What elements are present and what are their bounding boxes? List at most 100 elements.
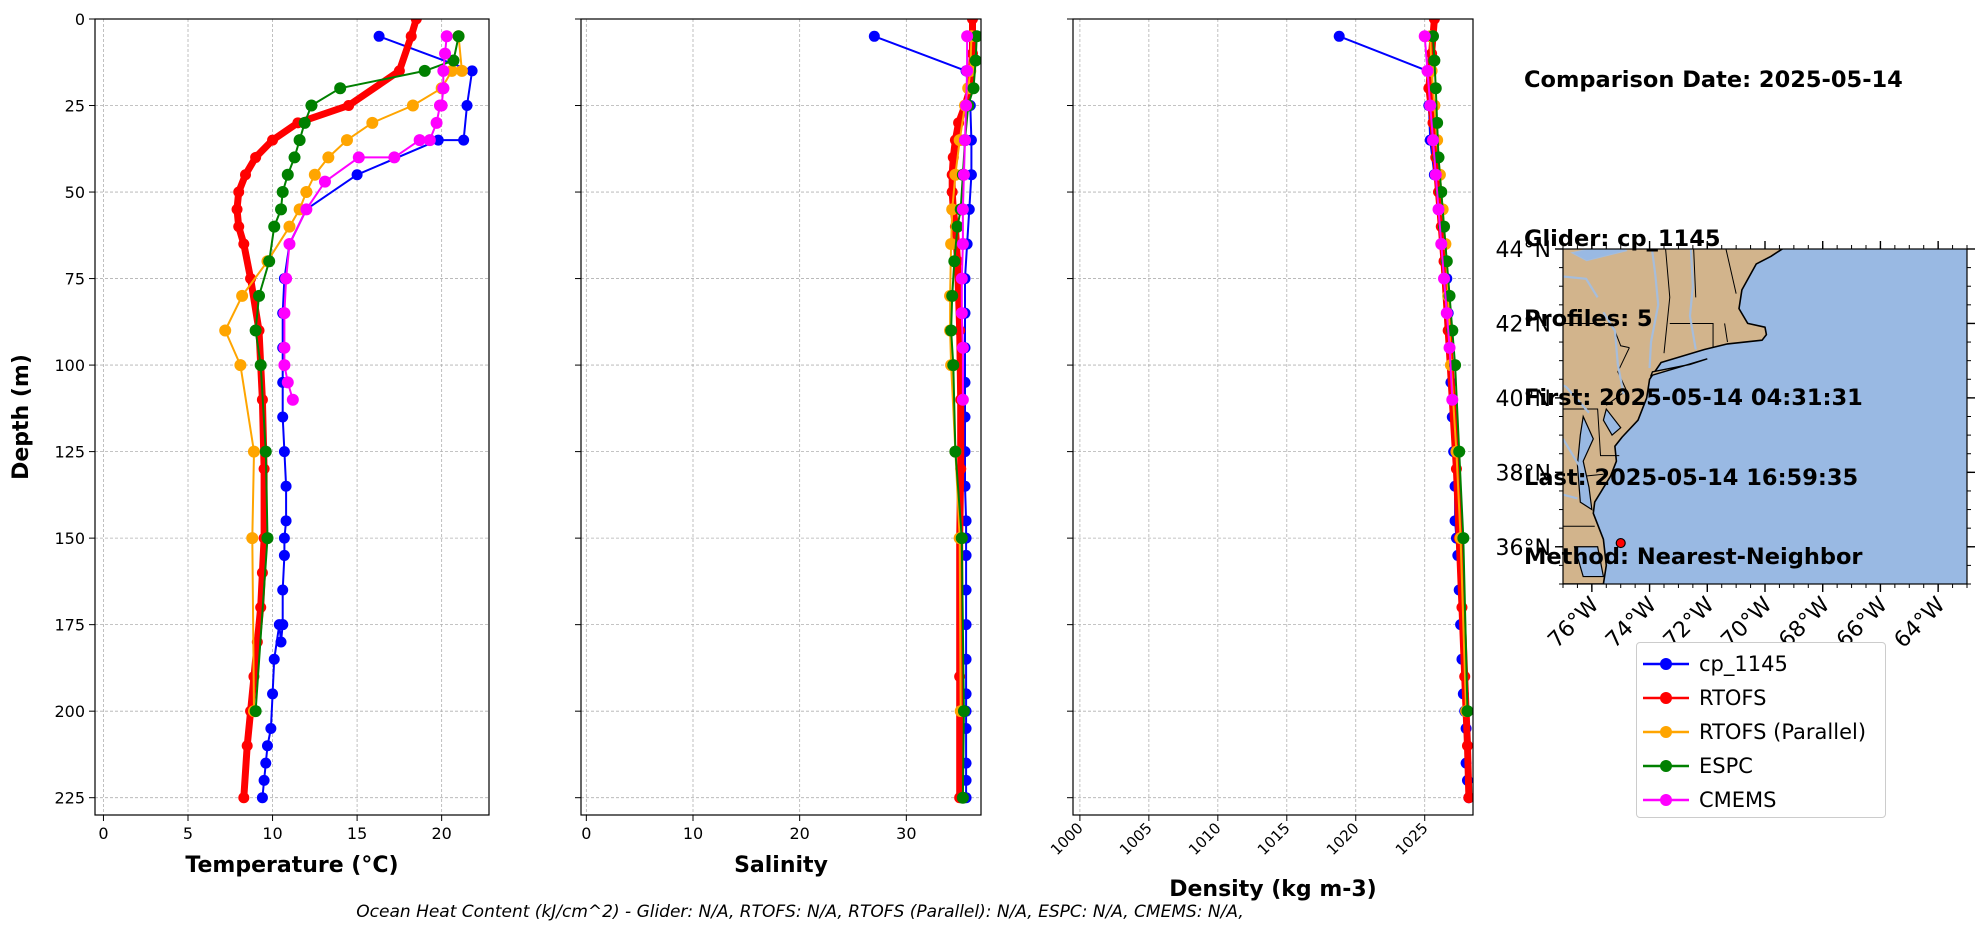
data-point-cp-1145 [280,515,292,527]
legend-item-cp-1145: cp_1145 [1637,647,1788,681]
data-point-rtofs [233,221,245,233]
data-point-rtofs [343,100,355,112]
data-point-cp-1145 [278,532,290,544]
data-point-espc [249,705,262,718]
data-point-cmems [956,203,969,216]
data-point-rtofs-parallel [219,324,232,337]
legend-swatch-icon [1643,760,1689,772]
data-point-cmems [1446,393,1459,406]
data-point-cp-1145 [373,30,385,42]
data-point-espc [1431,116,1444,129]
data-point-espc [298,116,311,129]
lake-ontario [1570,249,1628,262]
x-axis-label: Salinity [734,853,828,878]
legend-label: RTOFS [1699,686,1767,710]
map-lat-label: 38°N [1496,461,1551,486]
pamlico-sound [1573,546,1605,578]
data-point-espc [969,54,981,67]
data-point-cmems [300,203,313,216]
data-point-cmems [959,134,971,147]
legend-item-rtofs-parallel: RTOFS (Parallel) [1637,715,1866,749]
river-line [1602,311,1625,395]
state-border [1725,249,1737,294]
data-point-espc [1428,54,1441,67]
x-tick-label: 0 [581,824,591,843]
data-point-cmems [1418,30,1431,43]
data-point-espc [951,220,964,233]
y-tick-label: 125 [54,443,85,462]
data-point-cmems [286,393,299,406]
x-tick-label: 10 [262,824,282,843]
data-point-espc [949,445,962,458]
data-point-espc [293,134,306,147]
data-point-rtofs-parallel [308,168,321,181]
data-point-cmems [440,30,453,43]
legend-swatch-icon [1643,692,1689,704]
data-point-espc [452,30,465,43]
info-line-date: Comparison Date: 2025-05-14 [1524,67,1903,93]
x-tick-label: 5 [183,824,193,843]
data-point-cmems [278,341,291,354]
map-lon-label: 76°W [1543,592,1604,653]
x-tick-label: 10 [683,824,703,843]
y-tick-label: 0 [75,10,85,29]
data-point-cmems [956,393,969,406]
data-point-cmems [437,64,450,77]
river-line [1688,249,1697,350]
data-point-rtofs-parallel [236,289,249,302]
data-point-cmems [283,237,296,250]
y-tick-label: 50 [65,183,85,202]
data-point-rtofs [241,740,253,752]
river-line [1563,275,1599,298]
data-point-cp-1145 [267,688,279,700]
x-tick-label: 1010 [1185,819,1225,859]
data-point-cmems [961,64,974,77]
data-point-rtofs [231,203,243,215]
state-border [1663,249,1671,354]
data-point-cp-1145 [277,584,289,596]
data-point-espc [254,359,267,372]
data-point-rtofs [966,19,978,25]
data-point-espc [1429,82,1442,95]
density-panel: 1000 1005 1010 1015 1020 1025 Density (kg m-3) [1047,18,1474,902]
data-point-cmems [423,134,436,147]
x-tick-label: 20 [431,824,451,843]
data-point-cmems [957,168,970,181]
map-lat-label: 36°N [1496,536,1551,561]
data-point-espc [261,532,274,545]
data-point-cmems [352,151,365,164]
data-point-rtofs [233,186,245,198]
data-point-rtofs-parallel [300,186,313,199]
data-point-cmems [1427,134,1439,147]
data-point-rtofs-parallel [455,64,468,77]
data-point-cmems [1424,99,1437,112]
data-point-rtofs [947,151,959,163]
data-point-cmems [433,99,446,112]
data-point-rtofs-parallel [445,64,458,77]
data-point-cp-1145 [258,774,270,786]
info-line-method: Method: Nearest-Neighbor [1524,544,1863,570]
long-island [1649,358,1708,377]
data-point-rtofs [258,463,270,475]
legend-swatch-icon [1643,726,1689,738]
data-point-espc [1427,30,1439,43]
data-point-cp-1145 [1333,30,1345,42]
data-point-cp-1145 [461,100,473,112]
data-point-cmems [956,341,969,354]
info-line-blank [1524,147,1903,174]
data-point-cp-1145 [351,169,363,181]
data-point-cmems [955,307,968,320]
data-point-cmems [278,359,291,372]
info-block: Comparison Date: 2025-05-14 Glider: cp_1… [1524,14,1903,597]
chesapeake-bay [1576,414,1594,511]
data-point-rtofs [238,238,250,250]
salinity-panel: 0 10 20 30 Salinity [575,18,982,878]
data-point-cmems [388,151,401,164]
data-point-cp-1145 [268,653,280,665]
y-tick-label: 175 [54,616,85,635]
data-point-cp-1145 [278,446,290,458]
data-point-cp-1145 [261,740,273,752]
data-point-rtofs-parallel [366,116,379,129]
legend-swatch-icon [1643,658,1689,670]
y-tick-label: 150 [54,529,85,548]
